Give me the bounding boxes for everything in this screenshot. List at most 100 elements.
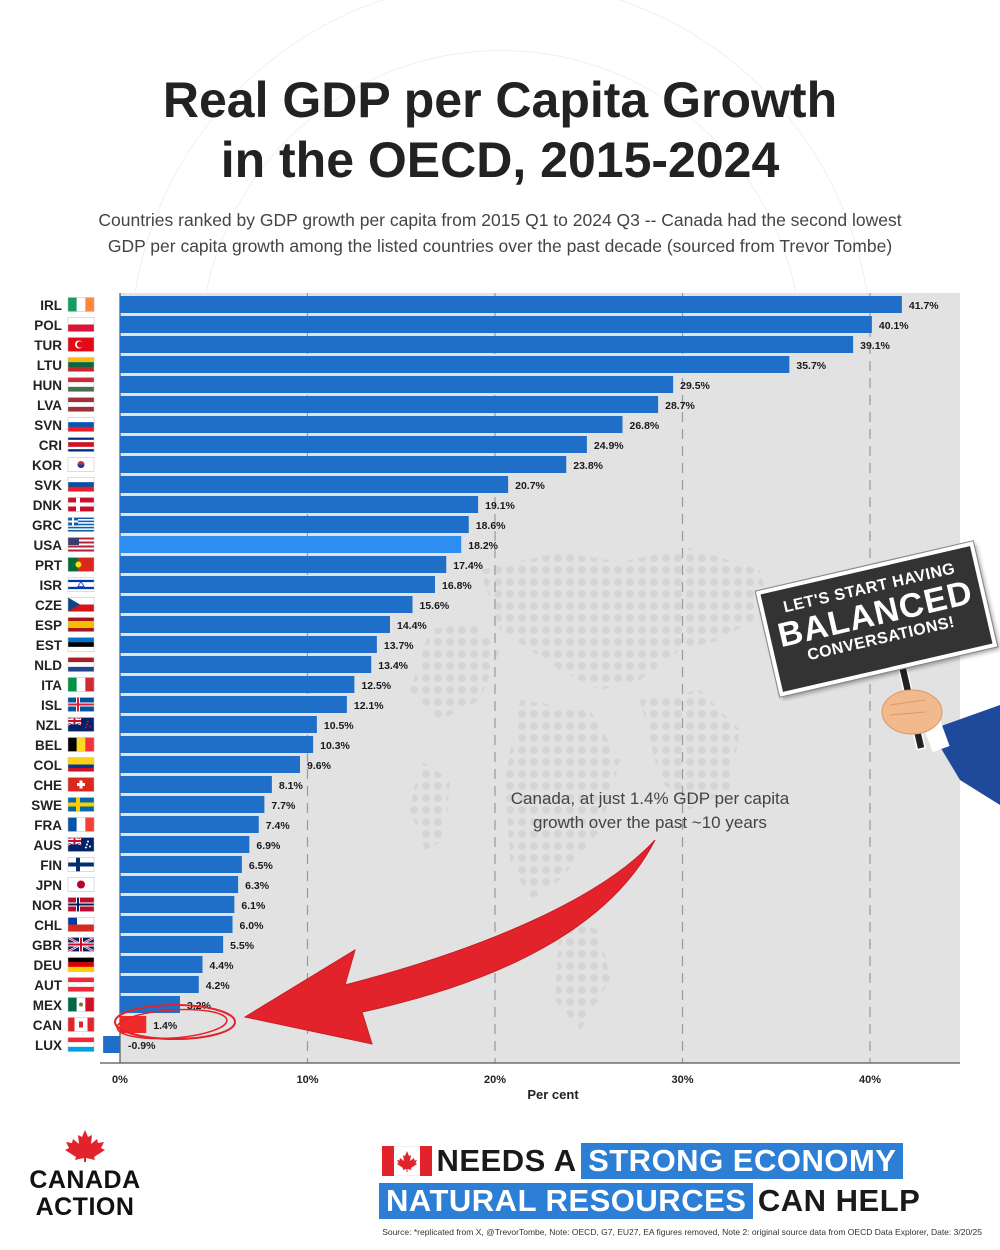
value-label: 7.7% bbox=[271, 800, 296, 812]
country-label: IRL bbox=[40, 298, 62, 313]
country-label: CRI bbox=[39, 438, 62, 453]
flag-icons bbox=[67, 297, 95, 1052]
country-label: DEU bbox=[33, 958, 62, 973]
value-label: 18.6% bbox=[476, 520, 506, 532]
country-label: CHL bbox=[34, 918, 62, 933]
flag-bel-icon bbox=[67, 737, 95, 752]
x-tick-label: 20% bbox=[484, 1074, 506, 1086]
x-tick-labels: 0% 10% 20% 30% 40% bbox=[112, 1074, 881, 1086]
flag-fra-icon bbox=[67, 817, 95, 832]
banner-strong-economy: STRONG ECONOMY bbox=[581, 1143, 904, 1179]
value-label: 4.4% bbox=[210, 960, 235, 972]
country-label: MEX bbox=[33, 998, 62, 1013]
country-label: KOR bbox=[32, 458, 62, 473]
country-label: NZL bbox=[36, 718, 62, 733]
bar-lux bbox=[103, 1036, 120, 1053]
country-label: CZE bbox=[35, 598, 62, 613]
bar-grc bbox=[120, 516, 469, 533]
world-map-decoration bbox=[410, 548, 770, 1030]
country-label: LUX bbox=[35, 1038, 62, 1053]
bar-nzl bbox=[120, 716, 317, 733]
value-label: 29.5% bbox=[680, 380, 710, 392]
value-label: 19.1% bbox=[485, 500, 515, 512]
bar-bel bbox=[120, 736, 314, 753]
bar-svk bbox=[120, 476, 509, 493]
bar-kor bbox=[120, 456, 567, 473]
page-title: Real GDP per Capita Growth in the OECD, … bbox=[0, 70, 1000, 190]
value-label: 20.7% bbox=[515, 480, 545, 492]
value-label: 6.9% bbox=[256, 840, 281, 852]
country-label: POL bbox=[34, 318, 62, 333]
value-label: 24.9% bbox=[594, 440, 624, 452]
country-label: AUT bbox=[34, 978, 62, 993]
flag-svk-icon bbox=[67, 477, 95, 492]
flag-svn-icon bbox=[67, 417, 95, 432]
flag-lux-icon bbox=[67, 1037, 95, 1052]
country-label: CHE bbox=[33, 778, 62, 793]
value-label: 6.1% bbox=[241, 900, 266, 912]
bar-cri bbox=[120, 436, 587, 453]
flag-ita-icon bbox=[67, 677, 95, 692]
value-label: 8.1% bbox=[279, 780, 304, 792]
value-label: 39.1% bbox=[860, 340, 890, 352]
flag-lva-icon bbox=[67, 397, 95, 412]
bar-nor bbox=[120, 896, 235, 913]
flag-ltu-icon bbox=[67, 357, 95, 372]
bar-pol bbox=[120, 316, 872, 333]
value-label: 6.0% bbox=[240, 920, 265, 932]
page-subtitle: Countries ranked by GDP growth per capit… bbox=[50, 207, 950, 259]
bar-aus bbox=[120, 836, 250, 853]
bar-cze bbox=[120, 596, 413, 613]
hand-holding-sign-icon bbox=[881, 649, 1000, 805]
title-line-2: in the OECD, 2015-2024 bbox=[220, 132, 780, 188]
banner-natural-resources: NATURAL RESOURCES bbox=[379, 1183, 754, 1219]
subtitle-line-1: Countries ranked by GDP growth per capit… bbox=[98, 210, 902, 230]
country-labels: IRL POL TUR LTU HUN LVA SVN CRI KOR SVK DNK GRC USA P… bbox=[31, 298, 63, 1053]
bar-ltu bbox=[120, 356, 790, 373]
value-label: 28.7% bbox=[665, 400, 695, 412]
bar-isl bbox=[120, 696, 347, 713]
value-label: 41.7% bbox=[909, 300, 939, 312]
country-label: JPN bbox=[36, 878, 62, 893]
country-label: AUS bbox=[33, 838, 62, 853]
flag-nzl-icon bbox=[67, 716, 95, 732]
bar-tur bbox=[120, 336, 854, 353]
bar-gbr bbox=[120, 936, 224, 953]
value-label: -0.9% bbox=[128, 1040, 156, 1052]
bar-dnk bbox=[120, 496, 479, 513]
country-label: HUN bbox=[33, 378, 62, 393]
country-label: SWE bbox=[31, 798, 62, 813]
country-label: ESP bbox=[35, 618, 62, 633]
banner-line-1: NEEDS A STRONG ECONOMY bbox=[381, 1143, 904, 1179]
red-arrow bbox=[243, 839, 656, 1045]
country-label: EST bbox=[36, 638, 63, 653]
flag-isl-icon bbox=[67, 697, 95, 712]
country-label: SVN bbox=[34, 418, 62, 433]
flag-irl-icon bbox=[67, 297, 95, 312]
flag-fin-icon bbox=[67, 857, 95, 872]
flag-nld-icon bbox=[67, 657, 95, 672]
value-label: 15.6% bbox=[420, 600, 450, 612]
maple-leaf-icon bbox=[65, 1130, 105, 1162]
flag-grc-icon bbox=[67, 517, 95, 532]
country-label: PRT bbox=[35, 558, 63, 573]
banner-needs-text: NEEDS A bbox=[436, 1143, 577, 1178]
country-label: SVK bbox=[34, 478, 62, 493]
logo-line-1: CANADA bbox=[29, 1166, 141, 1194]
value-label: 12.5% bbox=[361, 680, 391, 692]
bar-deu bbox=[120, 956, 203, 973]
subtitle-line-2: GDP per capita growth among the listed c… bbox=[107, 236, 893, 256]
bar-isr bbox=[120, 576, 435, 593]
country-label: NOR bbox=[32, 898, 62, 913]
flag-swe-icon bbox=[67, 797, 95, 812]
flag-cze-icon bbox=[67, 597, 95, 612]
bar-est bbox=[120, 636, 377, 653]
value-label: 26.8% bbox=[630, 420, 660, 432]
country-label: ITA bbox=[41, 678, 62, 693]
flag-col-icon bbox=[67, 757, 95, 772]
flag-pol-icon bbox=[67, 317, 95, 332]
value-label: 16.8% bbox=[442, 580, 472, 592]
banner-can-help-text: CAN HELP bbox=[757, 1183, 921, 1218]
country-label: FIN bbox=[40, 858, 62, 873]
bar-swe bbox=[120, 796, 265, 813]
